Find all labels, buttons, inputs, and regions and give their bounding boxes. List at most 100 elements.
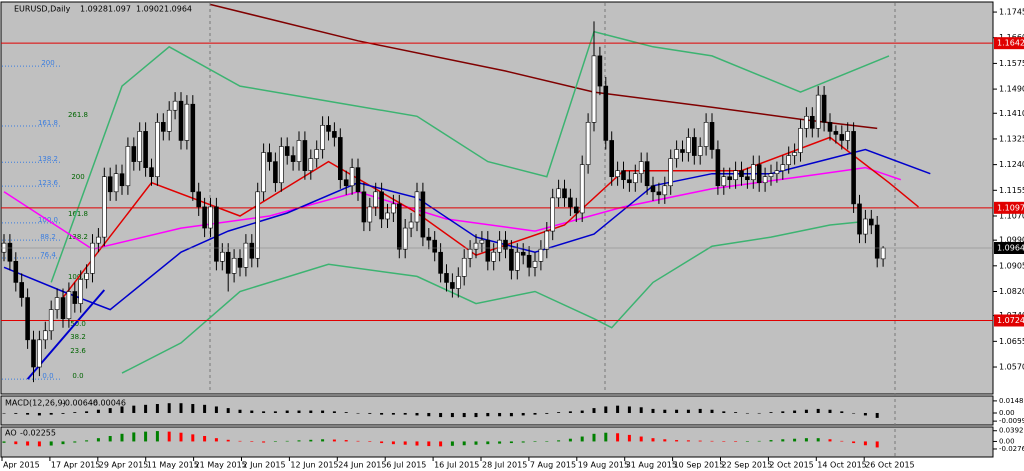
histogram-bar	[568, 411, 572, 413]
histogram-bar	[769, 440, 773, 442]
histogram-bar	[250, 410, 254, 413]
candle-body	[72, 291, 78, 304]
candle-body	[815, 94, 821, 129]
y-tick-label: -0.02761	[999, 445, 1024, 453]
histogram-bar	[686, 440, 690, 442]
candle-body	[768, 173, 774, 178]
candle-body	[220, 251, 225, 262]
histogram-bar	[450, 412, 454, 418]
candle-body	[644, 161, 650, 187]
candle-body	[337, 137, 343, 181]
candle-body	[509, 248, 514, 271]
histogram-bar	[757, 412, 761, 414]
candle-body	[473, 242, 479, 250]
histogram-bar	[226, 408, 230, 413]
candle-body	[680, 149, 685, 153]
candle-body	[48, 309, 54, 332]
candle-body	[373, 191, 379, 208]
histogram-bar	[863, 412, 867, 416]
candle-body	[314, 149, 320, 159]
candle-body	[19, 282, 25, 298]
candle-body	[355, 167, 361, 193]
candle-body	[709, 122, 715, 150]
y-tick-label: 0.03928	[999, 427, 1024, 435]
fib-label: 138.2	[38, 155, 58, 163]
histogram-bar	[840, 411, 844, 413]
candle-body	[762, 176, 768, 184]
x-tick-label: Apr 2015	[3, 461, 40, 470]
histogram-bar	[863, 441, 867, 446]
histogram-bar	[663, 409, 667, 413]
candle-body	[278, 146, 284, 184]
histogram-bar	[73, 441, 77, 443]
y-tick-label: 1.0655	[999, 337, 1024, 346]
candle-body	[833, 131, 839, 135]
candle-body	[538, 248, 544, 262]
histogram-bar	[568, 438, 572, 442]
histogram-bar	[427, 412, 431, 417]
histogram-bar	[804, 438, 808, 442]
histogram-bar	[85, 411, 89, 413]
candle-body	[609, 140, 615, 178]
fib-label: 161.8	[68, 210, 88, 218]
candle-body	[13, 260, 19, 283]
fib-label: 23.6	[70, 347, 86, 355]
candle-body	[31, 339, 36, 368]
histogram-bar	[698, 408, 702, 413]
candle-body	[125, 146, 131, 187]
histogram-bar	[297, 440, 301, 442]
histogram-bar	[2, 441, 6, 443]
candle-body	[161, 122, 166, 132]
candle-body	[391, 203, 396, 214]
histogram-bar	[521, 441, 525, 443]
histogram-bar	[309, 410, 313, 413]
histogram-bar	[698, 440, 702, 442]
candle-body	[402, 227, 408, 250]
histogram-bar	[439, 441, 443, 447]
candle-body	[674, 149, 679, 159]
histogram-bar	[875, 412, 879, 418]
histogram-bar	[61, 441, 65, 445]
candle-body	[579, 164, 585, 214]
candle-body	[385, 212, 390, 220]
candle-body	[243, 242, 249, 268]
histogram-bar	[557, 440, 561, 442]
candle-body	[237, 257, 243, 268]
y-tick-label: 0.00	[999, 437, 1015, 445]
candle-body	[326, 125, 331, 132]
histogram-bar	[14, 441, 18, 445]
candle-body	[650, 185, 656, 193]
histogram-bar	[96, 409, 100, 413]
histogram-bar	[262, 411, 266, 413]
histogram-bar	[262, 441, 266, 443]
candle-body	[627, 179, 632, 184]
candle-body	[379, 191, 384, 220]
ao-value: -0.02255	[20, 429, 56, 438]
histogram-bar	[816, 408, 820, 413]
histogram-bar	[2, 412, 6, 414]
candle-body	[96, 236, 101, 244]
candle-body	[438, 251, 443, 274]
x-tick-label: 29 Apr 2015	[99, 461, 148, 470]
candle-body	[367, 206, 373, 223]
histogram-bar	[509, 441, 513, 444]
candle-body	[479, 239, 485, 244]
y-tick-label: 1.1490	[999, 85, 1024, 94]
y-tick-label: 1.1070	[999, 211, 1024, 220]
x-tick-label: 31 Aug 2015	[626, 461, 677, 470]
histogram-bar	[144, 431, 148, 442]
indicator-line	[121, 221, 860, 374]
candle-body	[60, 297, 66, 319]
candle-body	[798, 128, 803, 153]
histogram-bar	[403, 441, 407, 445]
candle-body	[426, 236, 432, 241]
histogram-bar	[321, 439, 325, 442]
histogram-bar	[144, 404, 148, 413]
candle-body	[526, 254, 532, 268]
histogram-bar	[663, 439, 667, 442]
candle-body	[874, 224, 880, 259]
candle-body	[414, 191, 420, 223]
histogram-bar	[450, 441, 454, 446]
